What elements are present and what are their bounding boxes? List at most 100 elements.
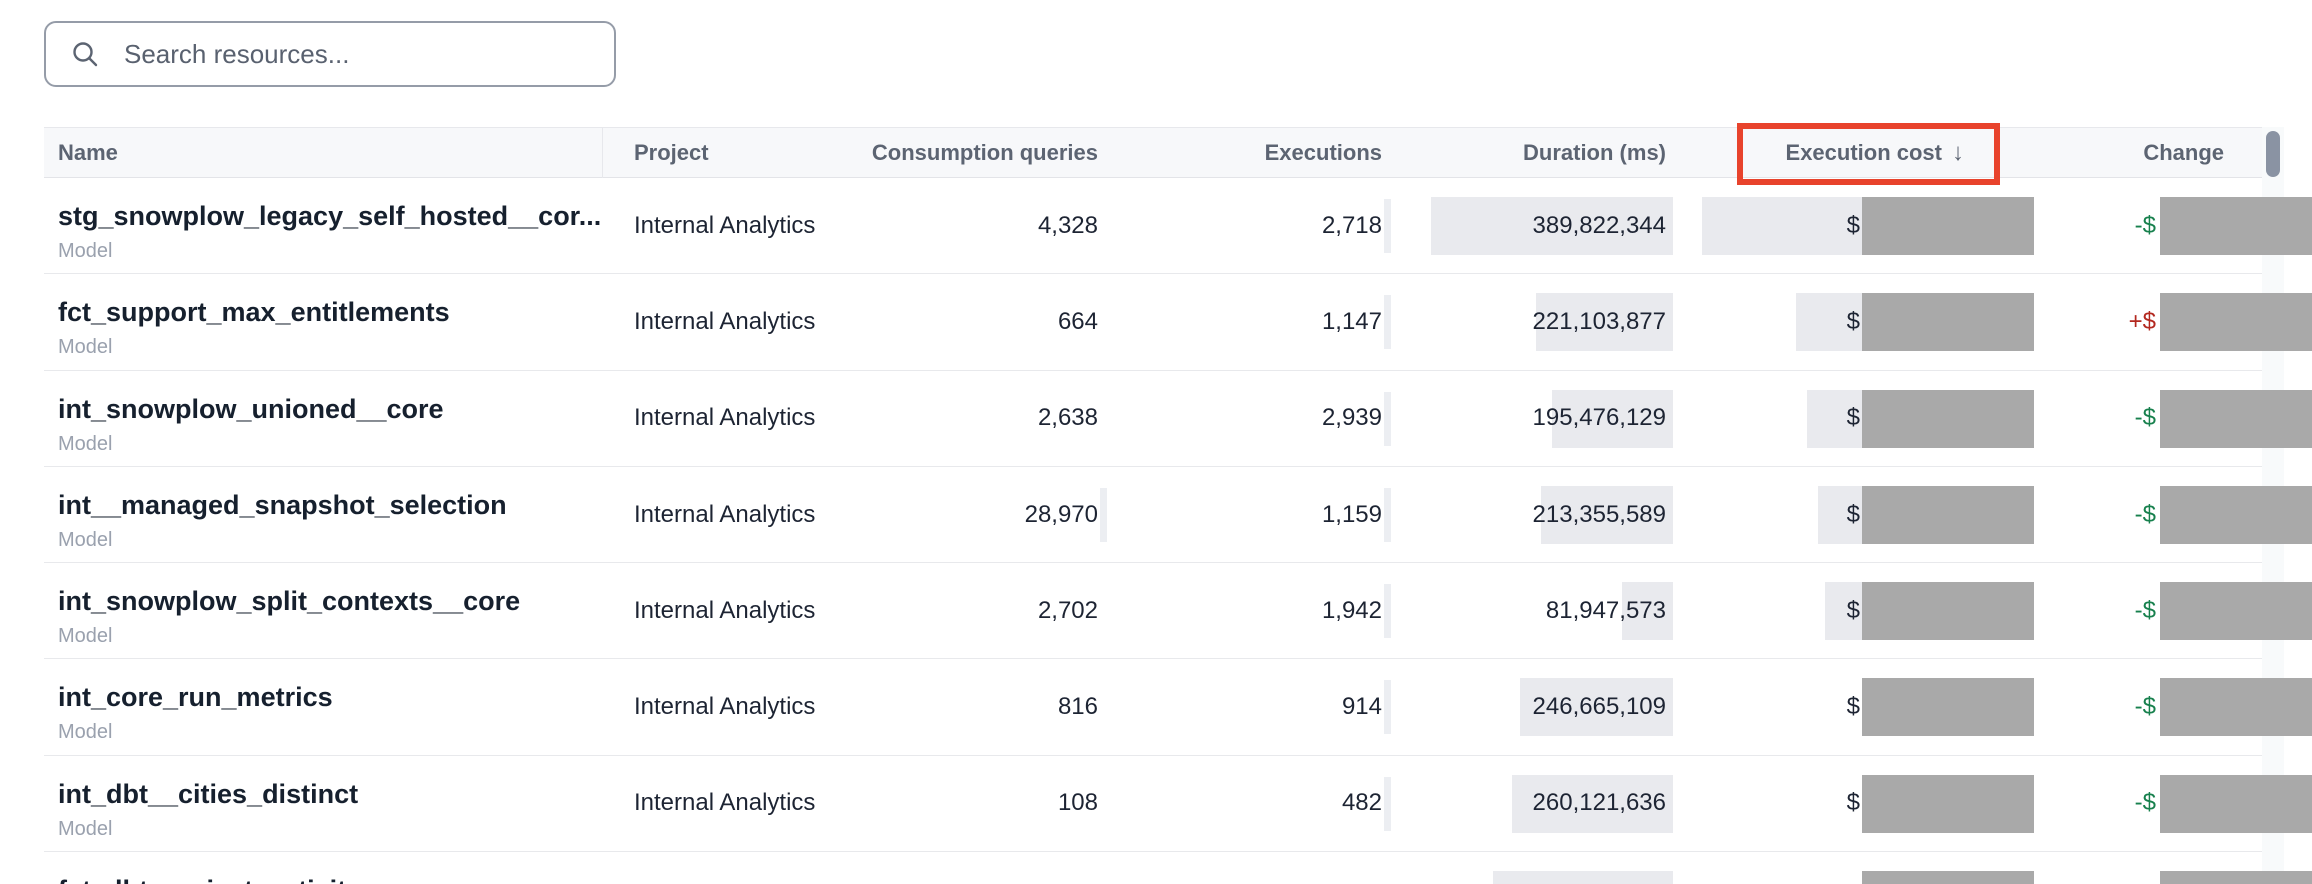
duration-cell: 389,822,344 (1532, 211, 1666, 239)
duration-cell: 246,665,109 (1532, 693, 1666, 721)
cost-currency-symbol: $ (1846, 404, 1860, 432)
cost-redaction-box (1862, 678, 2034, 737)
change-sign: -$ (2134, 211, 2156, 239)
column-header-project[interactable]: Project (634, 139, 709, 165)
cost-redaction-box (1862, 293, 2034, 352)
execution-cost-label: Execution cost (1785, 139, 1942, 165)
executions-cell: 2,718 (1321, 211, 1382, 239)
column-header-duration[interactable]: Duration (ms) (1523, 139, 1666, 165)
resource-name[interactable]: int_dbt__cities_distinct (58, 778, 359, 809)
duration-cell: 213,355,589 (1532, 500, 1666, 528)
executions-cell: 1,147 (1321, 307, 1382, 335)
resource-type-label: Model (58, 240, 113, 262)
duration-databar (1511, 774, 1673, 833)
change-redaction-box (2160, 197, 2312, 255)
resource-name[interactable]: stg_snowplow_legacy_self_hosted__cor... (58, 201, 602, 231)
resource-name[interactable]: fct_support_max_entitlements (58, 297, 450, 328)
resource-type-label: Model (58, 625, 113, 648)
column-header-execution-cost[interactable]: Execution cost ↓ (1786, 139, 1964, 167)
cost-currency-symbol: $ (1846, 693, 1860, 721)
search-input[interactable] (122, 37, 594, 71)
change-redaction-box (2160, 293, 2312, 352)
change-sign: -$ (2134, 404, 2156, 432)
change-redaction-box (2160, 582, 2312, 641)
resource-name[interactable]: int_snowplow_split_contexts__core (58, 586, 521, 617)
sort-descending-icon: ↓ (1952, 138, 1964, 166)
resource-type-label: Model (58, 817, 113, 840)
executions-databar (1384, 680, 1391, 735)
cost-databar (1702, 197, 1862, 255)
project-cell: Internal Analytics (634, 596, 816, 624)
change-redaction-box (2160, 678, 2312, 737)
table-row[interactable]: fct_support_max_entitlements Model Inter… (44, 274, 2312, 371)
cost-redaction-box (1862, 871, 2034, 884)
project-cell: Internal Analytics (634, 693, 816, 721)
cost-databar (1818, 485, 1862, 544)
resource-name[interactable]: int__managed_snapshot_selection (58, 489, 507, 520)
change-redaction-box (2160, 485, 2312, 544)
column-header-executions[interactable]: Executions (1264, 139, 1382, 165)
resource-type-label: Model (58, 336, 113, 359)
resource-name[interactable]: fct_dbt_project_activity (58, 875, 361, 884)
executions-databar (1384, 391, 1391, 446)
executions-cell: 1,942 (1321, 596, 1382, 624)
change-redaction-box (2160, 774, 2312, 833)
project-cell: Internal Analytics (634, 404, 816, 432)
executions-cell: 914 (1341, 693, 1382, 721)
cost-currency-symbol: $ (1846, 307, 1860, 335)
search-box[interactable] (44, 21, 616, 87)
column-header-consumption-queries[interactable]: Consumption queries (871, 139, 1098, 165)
executions-databar (1384, 776, 1391, 831)
change-sign: -$ (2134, 596, 2156, 624)
executions-cell: 1,159 (1321, 500, 1382, 528)
duration-databar (1431, 197, 1673, 255)
consumption-databar (1100, 487, 1107, 542)
cost-redaction-box (1862, 389, 2034, 448)
duration-cell: 260,121,636 (1532, 789, 1666, 817)
table-header: Name Project Consumption queries Executi… (44, 127, 2262, 178)
cost-redaction-box (1862, 774, 2034, 833)
table-row[interactable]: int_dbt__cities_distinct Model Internal … (44, 755, 2312, 853)
cost-currency-symbol: $ (1846, 211, 1860, 239)
cost-databar (1807, 389, 1862, 448)
executions-databar (1384, 199, 1391, 253)
change-sign: -$ (2134, 789, 2156, 817)
table-row[interactable]: stg_snowplow_legacy_self_hosted__cor... … (44, 178, 2312, 275)
change-redaction-box (2160, 871, 2312, 884)
table-row[interactable]: int_core_run_metrics Model Internal Anal… (44, 659, 2312, 756)
table-row[interactable]: int_snowplow_split_contexts__core Model … (44, 563, 2312, 660)
project-cell: Internal Analytics (634, 500, 816, 528)
duration-databar (1493, 871, 1673, 884)
cost-currency-symbol: $ (1846, 789, 1860, 817)
consumption-queries-cell: 108 (1057, 789, 1098, 817)
resource-type-label: Model (58, 432, 113, 455)
cost-redaction-box (1862, 485, 2034, 544)
consumption-queries-cell: 2,702 (1037, 596, 1098, 624)
duration-databar (1535, 293, 1673, 352)
change-sign: +$ (2128, 307, 2156, 335)
duration-databar (1540, 485, 1673, 544)
consumption-queries-cell: 4,328 (1037, 211, 1098, 239)
resource-type-label: Model (58, 721, 113, 744)
executions-cell: 482 (1341, 789, 1382, 817)
scrollbar-thumb[interactable] (2266, 131, 2280, 177)
cost-redaction-box (1862, 582, 2034, 641)
table-row[interactable]: int_snowplow_unioned__core Model Interna… (44, 370, 2312, 467)
search-icon (73, 42, 98, 67)
column-header-change[interactable]: Change (2143, 139, 2224, 165)
cost-databar (1825, 582, 1862, 641)
duration-cell: 81,947,573 (1545, 596, 1666, 624)
resource-name[interactable]: int_snowplow_unioned__core (58, 393, 444, 424)
cost-currency-symbol: $ (1846, 500, 1860, 528)
column-header-name[interactable]: Name (58, 139, 118, 165)
duration-databar (1520, 678, 1673, 737)
change-redaction-box (2160, 389, 2312, 448)
change-sign: -$ (2134, 500, 2156, 528)
resource-type-label: Model (58, 528, 113, 551)
resource-name[interactable]: int_core_run_metrics (58, 682, 333, 713)
cost-databar (1796, 293, 1862, 352)
table-row[interactable]: int__managed_snapshot_selection Model In… (44, 466, 2312, 564)
consumption-queries-cell: 816 (1057, 693, 1098, 721)
table-row[interactable]: fct_dbt_project_activity (44, 852, 2312, 884)
executions-databar (1384, 295, 1391, 350)
